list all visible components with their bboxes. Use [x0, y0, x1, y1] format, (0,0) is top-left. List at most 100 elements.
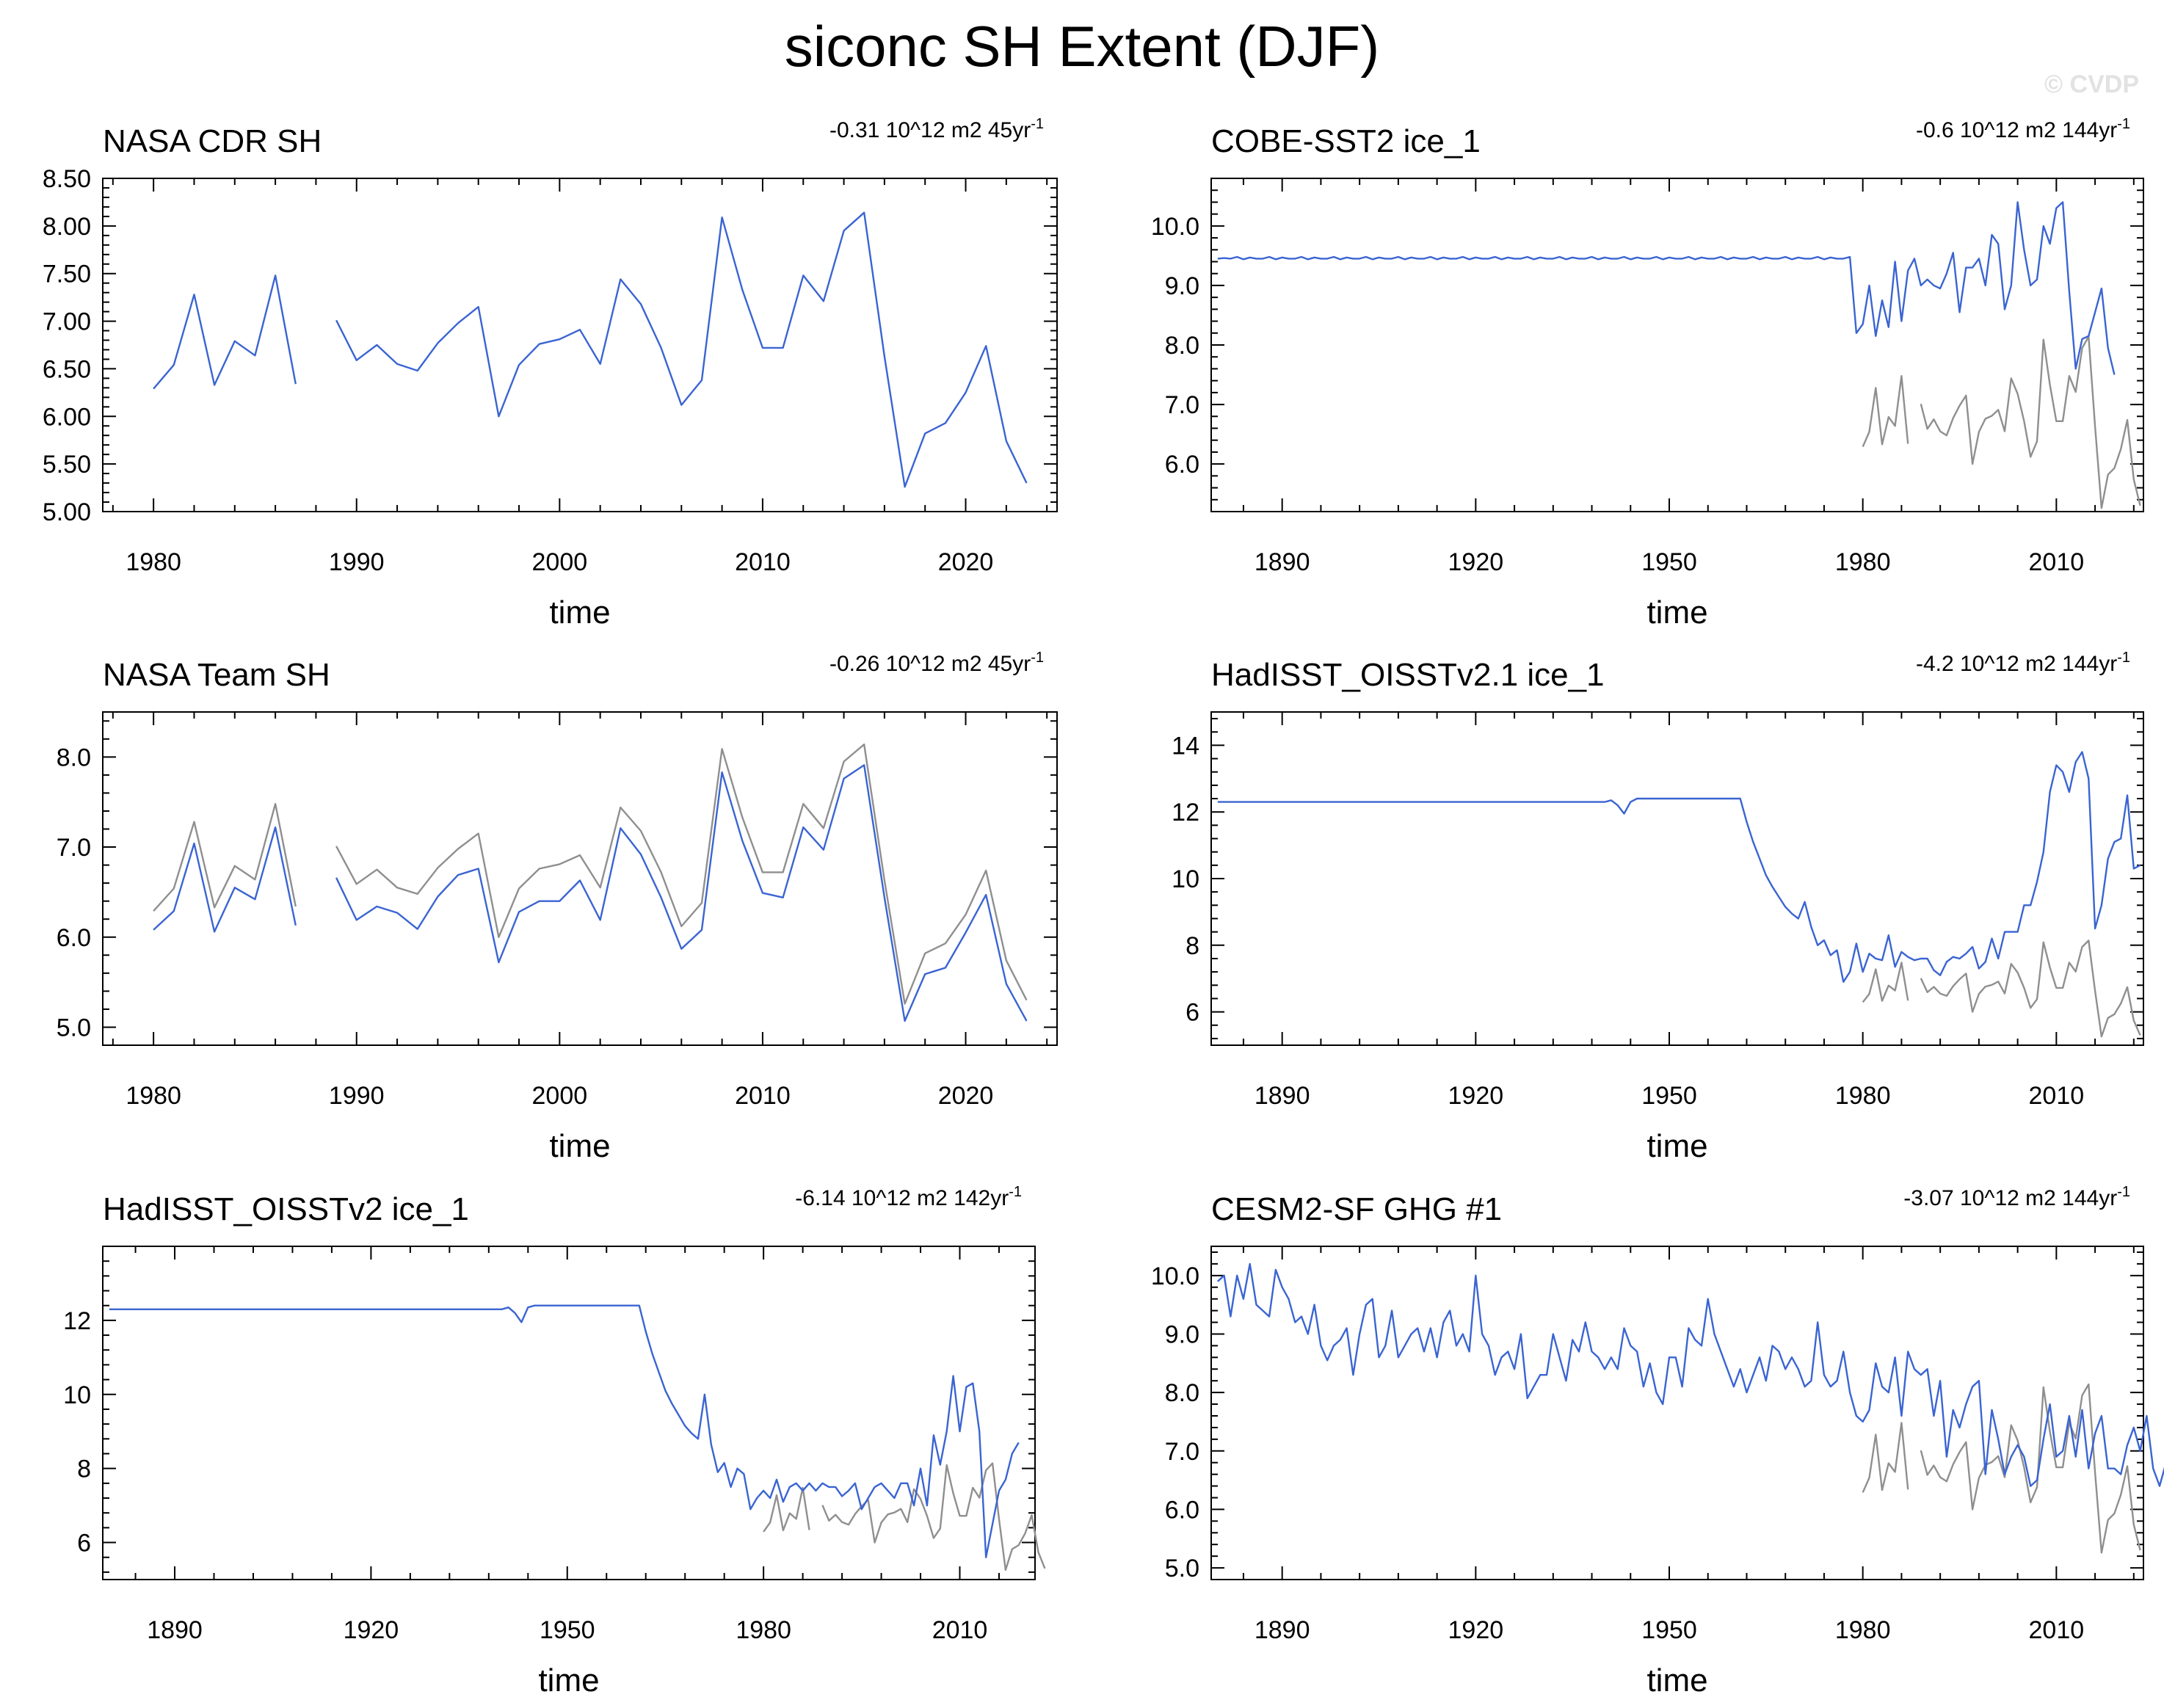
- y-tick-label: 9.0: [1165, 1320, 1199, 1348]
- trend-superscript: -1: [2117, 116, 2130, 132]
- x-tick-label: 1980: [126, 548, 181, 576]
- panel-title: NASA Team SH: [103, 657, 330, 693]
- x-tick-label: 1890: [147, 1616, 203, 1644]
- plot-frame: [1210, 711, 2144, 1046]
- x-axis-label: time: [1646, 1128, 1707, 1164]
- series-line-reference: [1862, 1383, 2141, 1554]
- x-tick-label: 1920: [1448, 1082, 1504, 1110]
- y-tick-label: 5.0: [57, 1014, 91, 1042]
- series-line-primary: [153, 764, 1028, 1022]
- x-tick-label: 1950: [1641, 1616, 1697, 1644]
- x-tick-label: 1890: [1255, 548, 1310, 576]
- y-tick-label: 6: [1186, 999, 1199, 1027]
- chart-panel-4: HadISST_OISSTv2.1 ice_1 -4.2 10^12 m2 144…: [1172, 650, 2144, 1164]
- x-tick-label: 1890: [1255, 1082, 1310, 1110]
- x-tick-label: 1990: [329, 548, 385, 576]
- panel-title: HadISST_OISSTv2 ice_1: [103, 1191, 469, 1227]
- plot-frame: [1210, 1246, 2144, 1580]
- panel-title: CESM2-SF GHG #1: [1211, 1191, 1502, 1227]
- trend-superscript: -1: [2117, 1184, 2130, 1200]
- x-tick-label: 1980: [736, 1616, 791, 1644]
- x-tick-label: 2010: [2029, 1616, 2085, 1644]
- cvdp-watermark: © CVDP: [2044, 70, 2139, 98]
- y-tick-label: 14: [1172, 732, 1199, 760]
- x-tick-label: 2010: [2029, 1082, 2085, 1110]
- series-line-reference: [153, 744, 1028, 1005]
- y-tick-label: 12: [63, 1307, 91, 1335]
- y-tick-label: 6: [77, 1530, 91, 1558]
- x-tick-label: 1950: [1641, 1082, 1697, 1110]
- trend-label: -3.07 10^12 m2 144yr-1: [1903, 1184, 2130, 1210]
- y-tick-label: 7.0: [1165, 1438, 1199, 1466]
- y-tick-label: 10: [63, 1381, 91, 1409]
- x-tick-label: 1990: [329, 1082, 385, 1110]
- panel-title: HadISST_OISSTv2.1 ice_1: [1211, 657, 1605, 693]
- x-axis-label: time: [538, 1662, 599, 1698]
- trend-label: -0.26 10^12 m2 45yr-1: [829, 650, 1044, 676]
- x-tick-label: 2000: [532, 1082, 588, 1110]
- x-tick-label: 2010: [2029, 548, 2085, 576]
- y-tick-label: 10.0: [1151, 1262, 1199, 1290]
- y-tick-label: 7.0: [1165, 391, 1199, 419]
- trend-superscript: -1: [1009, 1184, 1022, 1200]
- y-tick-label: 8.00: [43, 213, 91, 241]
- y-tick-label: 8.50: [43, 165, 91, 193]
- y-tick-label: 6.00: [43, 403, 91, 431]
- x-tick-label: 2010: [932, 1616, 988, 1644]
- series-line-primary: [1216, 1262, 2164, 1487]
- x-tick-label: 1950: [1641, 548, 1697, 576]
- series-line-reference: [763, 1462, 1046, 1571]
- y-tick-label: 6.0: [1165, 451, 1199, 479]
- plot-frame: [102, 711, 1058, 1046]
- x-tick-label: 2000: [532, 548, 588, 576]
- panel-title: NASA CDR SH: [103, 123, 322, 159]
- trend-label: -6.14 10^12 m2 142yr-1: [795, 1184, 1022, 1210]
- trend-superscript: -1: [1031, 116, 1044, 132]
- x-tick-label: 2010: [735, 1082, 791, 1110]
- plot-frame: [102, 178, 1058, 512]
- x-axis-label: time: [549, 1128, 610, 1164]
- y-tick-label: 5.00: [43, 498, 91, 526]
- y-tick-label: 8.0: [1165, 1379, 1199, 1407]
- x-tick-label: 1920: [1448, 1616, 1504, 1644]
- y-tick-label: 8.0: [57, 744, 91, 771]
- chart-panel-1: NASA CDR SH -0.31 10^12 m2 45yr-1 1980 1990…: [43, 116, 1058, 630]
- x-tick-label: 1980: [1835, 1616, 1891, 1644]
- trend-superscript: -1: [2117, 650, 2130, 666]
- series-line-primary: [153, 211, 1028, 488]
- y-tick-label: 9.0: [1165, 272, 1199, 300]
- trend-label: -0.6 10^12 m2 144yr-1: [1916, 116, 2130, 142]
- trend-label: -0.31 10^12 m2 45yr-1: [829, 116, 1044, 142]
- chart-panel-6: CESM2-SF GHG #1 -3.07 10^12 m2 144yr-1 189…: [1151, 1184, 2164, 1698]
- x-axis-label: time: [1646, 595, 1707, 630]
- x-tick-label: 1890: [1255, 1616, 1310, 1644]
- plot-frame: [102, 1246, 1036, 1580]
- y-tick-label: 6.0: [57, 924, 91, 952]
- y-tick-label: 12: [1172, 799, 1199, 826]
- x-tick-label: 1920: [1448, 548, 1504, 576]
- x-tick-label: 2020: [938, 548, 994, 576]
- y-tick-label: 6.50: [43, 355, 91, 383]
- x-tick-label: 1950: [540, 1616, 595, 1644]
- panel-title: COBE-SST2 ice_1: [1211, 123, 1481, 159]
- figure-title: siconc SH Extent (DJF): [784, 14, 1380, 79]
- y-tick-label: 10.0: [1151, 213, 1199, 241]
- y-tick-label: 7.50: [43, 261, 91, 288]
- y-tick-label: 8: [1186, 932, 1199, 960]
- y-tick-label: 5.50: [43, 451, 91, 479]
- y-tick-label: 10: [1172, 865, 1199, 893]
- x-tick-label: 1980: [1835, 548, 1891, 576]
- x-tick-label: 1980: [126, 1082, 181, 1110]
- x-axis-label: time: [549, 595, 610, 630]
- y-tick-label: 7.00: [43, 308, 91, 336]
- y-tick-label: 8: [77, 1456, 91, 1483]
- x-tick-label: 1980: [1835, 1082, 1891, 1110]
- y-tick-label: 8.0: [1165, 332, 1199, 360]
- plot-frame: [1210, 178, 2144, 512]
- trend-label: -4.2 10^12 m2 144yr-1: [1916, 650, 2130, 676]
- chart-panel-5: HadISST_OISSTv2 ice_1 -6.14 10^12 m2 142y…: [63, 1184, 1046, 1698]
- x-tick-label: 2020: [938, 1082, 994, 1110]
- series-line-reference: [1862, 940, 2141, 1038]
- y-tick-label: 5.0: [1165, 1555, 1199, 1582]
